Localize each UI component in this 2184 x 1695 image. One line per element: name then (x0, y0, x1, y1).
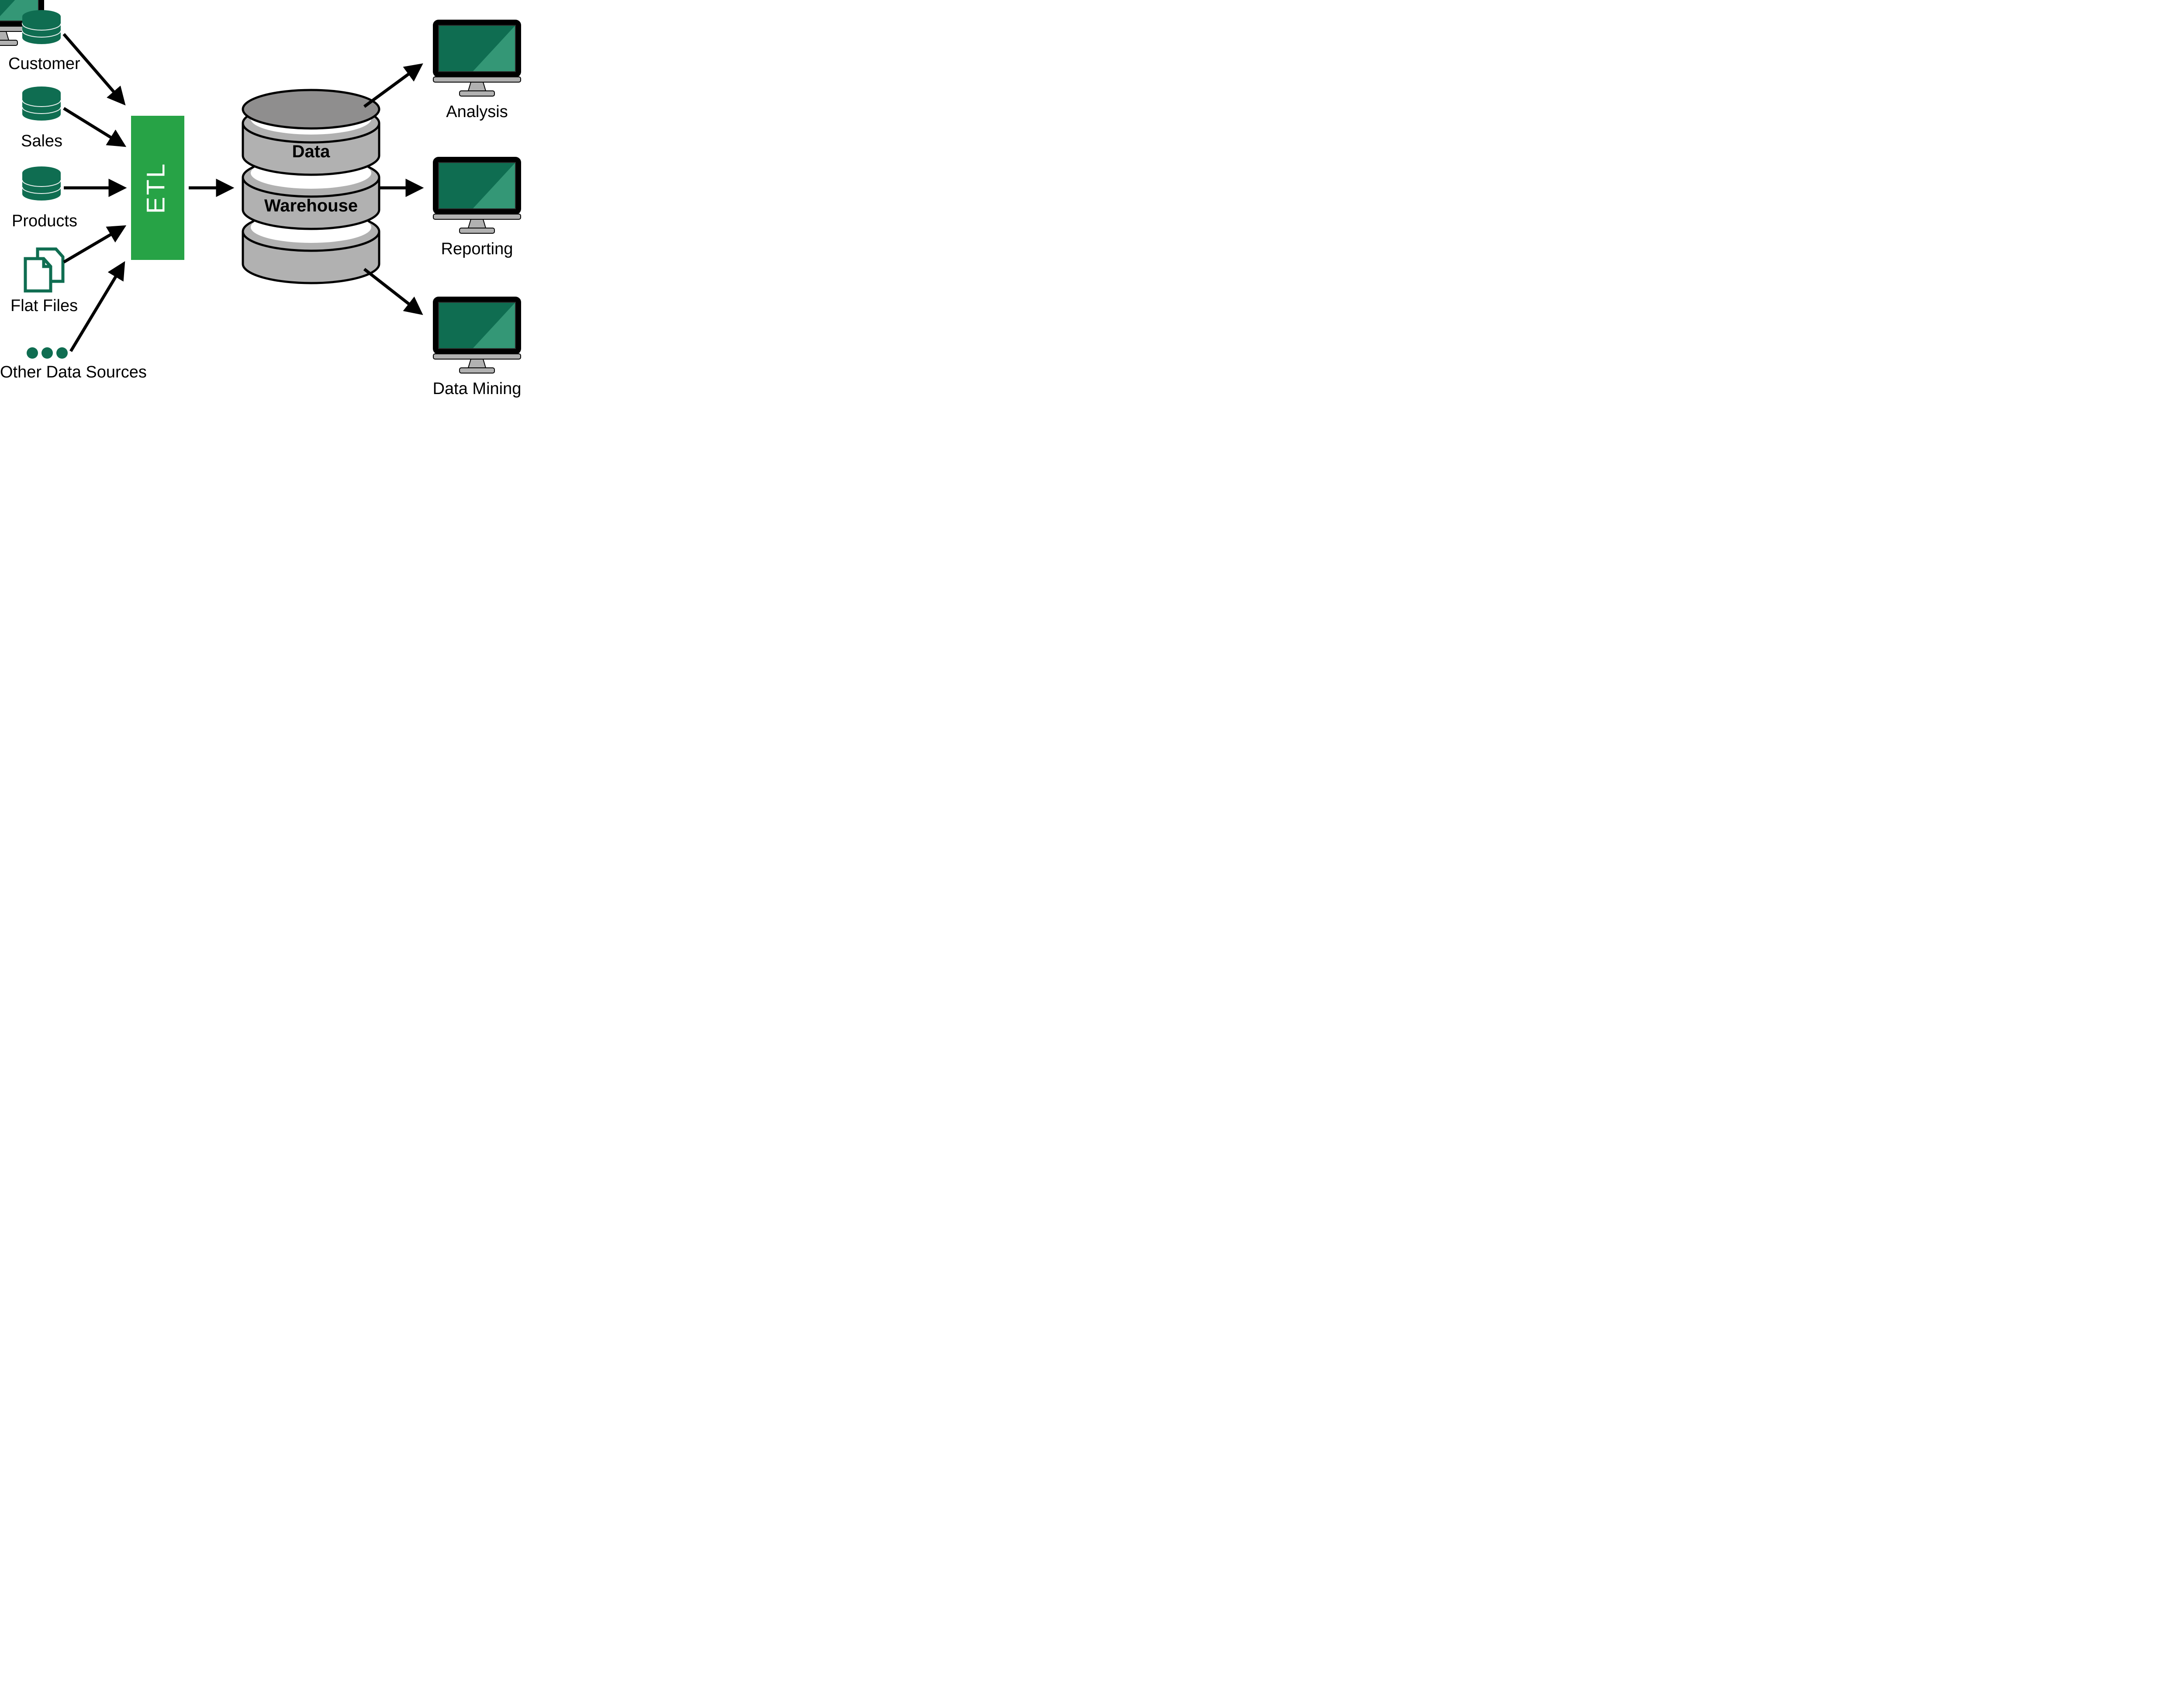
label-reporting: Reporting (441, 240, 513, 258)
label-other: Other Data Sources (0, 363, 147, 381)
label-products: Products (12, 212, 77, 230)
source-sales: Sales (21, 86, 62, 150)
label-customer: Customer (8, 55, 80, 73)
label-sales: Sales (21, 132, 62, 150)
output-analysis: Analysis (433, 20, 521, 121)
source-products: Products (12, 166, 77, 230)
warehouse-label-1: Data (292, 142, 330, 161)
label-flatfiles: Flat Files (10, 297, 78, 315)
label-analysis: Analysis (446, 103, 508, 121)
warehouse-label-2: Warehouse (264, 196, 358, 215)
output-mining: Data Mining (433, 297, 522, 398)
data-warehouse-node: Data Warehouse (243, 90, 379, 283)
label-mining: Data Mining (433, 380, 522, 398)
file-icon (25, 249, 63, 291)
etl-node: ETL (131, 116, 184, 260)
dots-icon (27, 347, 68, 359)
etl-label: ETL (142, 162, 170, 214)
source-other: Other Data Sources (0, 347, 147, 381)
output-reporting: Reporting (433, 157, 521, 258)
diagram-canvas: Customer Sales Products Flat Files Other… (0, 0, 550, 424)
